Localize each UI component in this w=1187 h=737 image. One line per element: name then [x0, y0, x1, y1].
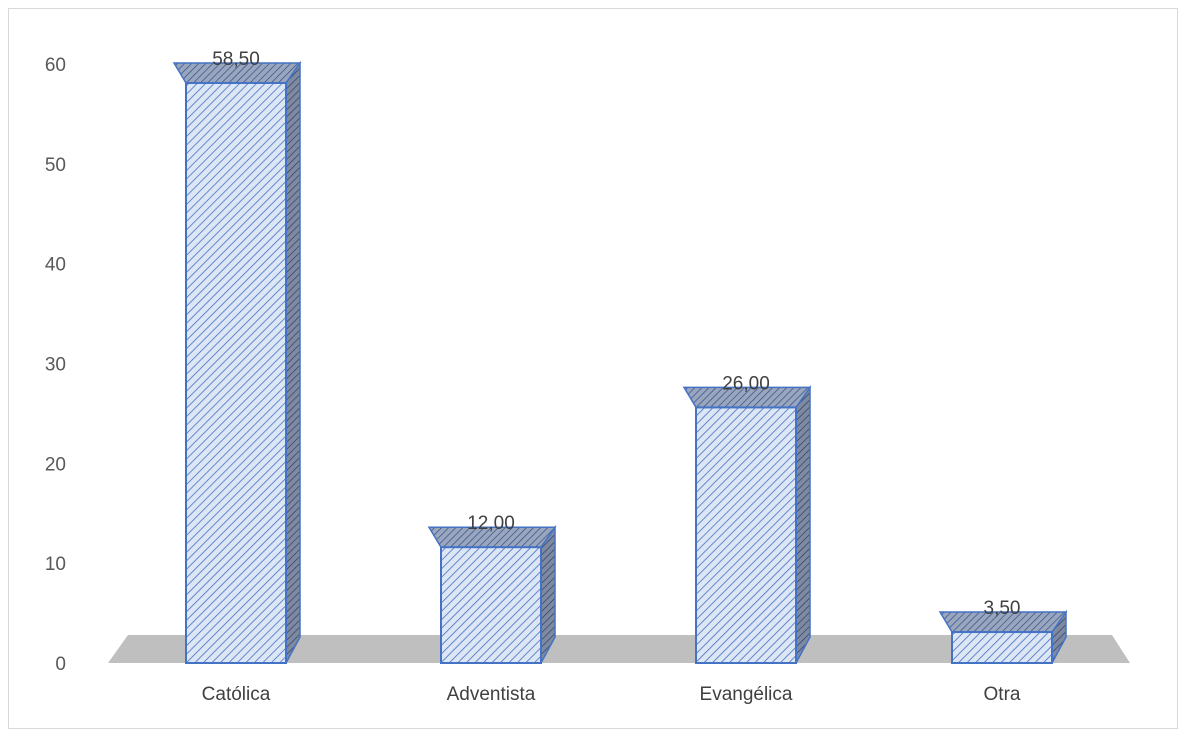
y-tick-label: 40	[45, 255, 66, 276]
x-axis: Católica Adventista Evangélica Otra	[202, 684, 1021, 705]
bar-value-label: 58,50	[212, 49, 260, 70]
bar-front	[440, 546, 542, 665]
bar: 3,50	[938, 598, 1068, 665]
chart-floor	[108, 635, 1130, 663]
y-tick-label: 0	[55, 654, 66, 675]
bar: 12,00	[427, 513, 557, 665]
x-category-label: Evangélica	[700, 684, 793, 705]
bar: 26,00	[682, 373, 812, 664]
y-axis: 0 10 20 30 40 50 60	[45, 55, 66, 675]
bar-front	[951, 631, 1053, 665]
y-tick-label: 50	[45, 155, 66, 176]
bar-series: 58,50 12,00 26,00 3,50	[172, 49, 1068, 665]
bar-value-label: 3,50	[984, 598, 1021, 619]
y-tick-label: 60	[45, 55, 66, 76]
y-tick-label: 30	[45, 355, 66, 376]
x-category-label: Católica	[202, 684, 271, 705]
bar: 58,50	[172, 49, 302, 665]
bar-side	[795, 385, 811, 664]
y-tick-label: 10	[45, 554, 66, 575]
bar-side	[285, 60, 301, 664]
x-category-label: Otra	[984, 684, 1021, 705]
bar-front	[185, 81, 287, 665]
bar-front	[695, 406, 797, 664]
y-tick-label: 20	[45, 454, 66, 475]
x-category-label: Adventista	[447, 684, 536, 705]
bar-value-label: 26,00	[722, 373, 770, 394]
bar-value-label: 12,00	[467, 513, 515, 534]
